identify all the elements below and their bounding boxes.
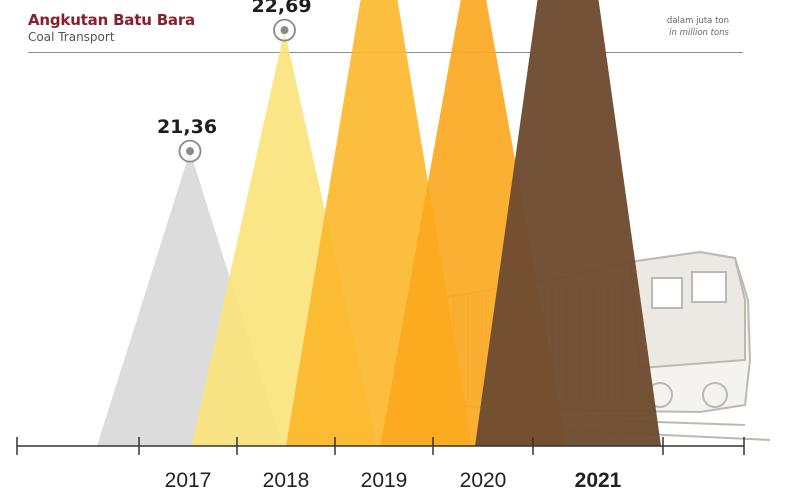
x-tick-label-2017: 2017	[165, 469, 212, 492]
peak-markers	[178, 18, 296, 163]
peak-2021	[475, 0, 661, 446]
value-label-2018: 22,69	[251, 0, 311, 17]
chart-subtitle: Coal Transport	[28, 30, 115, 44]
unit-label-en: in million tons	[669, 28, 729, 38]
x-tick-label-2021: 2021	[575, 469, 622, 492]
train-window	[691, 271, 727, 303]
x-tick-label-2018: 2018	[263, 469, 310, 492]
peak-marker-2018	[273, 18, 296, 42]
peak-marker-2017	[178, 139, 202, 163]
peaks	[97, 0, 661, 446]
unit-note: dalam juta ton in million tons	[667, 15, 729, 39]
train-window	[651, 277, 683, 309]
x-axis: 2017 2018 2019 2020 2021	[16, 437, 745, 492]
unit-label-id: dalam juta ton	[666, 16, 729, 26]
train-wheel	[702, 382, 728, 408]
chart-title: Angkutan Batu Bara	[28, 11, 195, 29]
x-tick-label-2019: 2019	[361, 469, 408, 492]
value-label-2017: 21,36	[157, 116, 217, 138]
x-tick-label-2020: 2020	[460, 469, 507, 492]
